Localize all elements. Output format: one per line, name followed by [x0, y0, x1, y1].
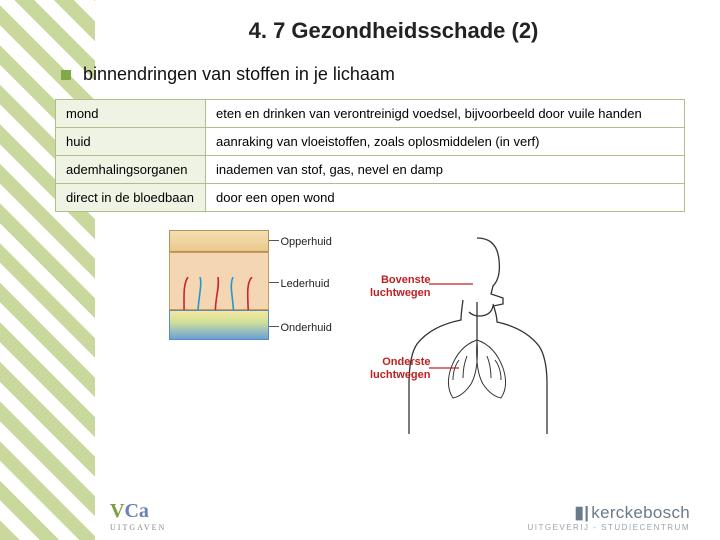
table-row: huidaanraking van vloeistoffen, zoals op… — [56, 128, 685, 156]
table-cell-key: ademhalingsorganen — [56, 156, 206, 184]
skin-label-hypodermis: Onderhuid — [281, 322, 332, 334]
table-row: mondeten en drinken van verontreinigd vo… — [56, 100, 685, 128]
table-row: direct in de bloedbaandoor een open wond — [56, 184, 685, 212]
content-area: 4. 7 Gezondheidsschade (2) binnendringen… — [55, 0, 720, 440]
skin-box: Opperhuid Lederhuid Onderhuid — [169, 230, 319, 350]
skin-label-dermis: Lederhuid — [281, 278, 330, 290]
routes-table-body: mondeten en drinken van verontreinigd vo… — [56, 100, 685, 212]
table-cell-value: aanraking van vloeistoffen, zoals oplosm… — [206, 128, 685, 156]
logo-vca-ca: Ca — [124, 500, 148, 522]
logo-vca-v: V — [110, 500, 124, 522]
table-cell-value: inademen van stof, gas, nevel en damp — [206, 156, 685, 184]
logo-kerckebosch: ▮|kerckebosch UITGEVERIJ - STUDIECENTRUM — [527, 503, 690, 532]
table-cell-key: direct in de bloedbaan — [56, 184, 206, 212]
table-cell-value: door een open wond — [206, 184, 685, 212]
logo-kb-brand: kerckebosch — [591, 503, 690, 522]
logo-vca-sub: UITGAVEN — [110, 523, 166, 532]
logo-kb-sub: UITGEVERIJ - STUDIECENTRUM — [527, 523, 690, 532]
footer: VCa UITGAVEN ▮|kerckebosch UITGEVERIJ - … — [0, 500, 720, 532]
torso-box: Bovenste luchtwegen Onderste luchtwegen — [359, 230, 579, 440]
diagrams-row: Opperhuid Lederhuid Onderhuid — [55, 230, 692, 440]
lead-line — [269, 282, 279, 283]
logo-vca: VCa UITGAVEN — [110, 500, 166, 532]
skin-layer-epidermis — [169, 230, 269, 252]
lead-line — [269, 240, 279, 241]
slide-title: 4. 7 Gezondheidsschade (2) — [95, 18, 692, 44]
table-cell-key: huid — [56, 128, 206, 156]
table-cell-key: mond — [56, 100, 206, 128]
airway-label-lower: Onderste luchtwegen — [353, 356, 431, 381]
skin-layer-hypodermis — [169, 310, 269, 340]
bullet-text: binnendringen van stoffen in je lichaam — [83, 64, 395, 85]
torso-icon — [359, 230, 579, 440]
skin-label-epidermis: Opperhuid — [281, 236, 332, 248]
skin-layer-dermis — [169, 252, 269, 310]
logo-kb-bars-icon: ▮| — [575, 503, 592, 522]
airway-label-upper: Bovenste luchtwegen — [353, 274, 431, 299]
bullet-icon — [61, 70, 71, 80]
skin-diagram: Opperhuid Lederhuid Onderhuid — [169, 230, 319, 440]
lead-line — [269, 326, 279, 327]
table-row: ademhalingsorganeninademen van stof, gas… — [56, 156, 685, 184]
table-cell-value: eten en drinken van verontreinigd voedse… — [206, 100, 685, 128]
bullet-row: binnendringen van stoffen in je lichaam — [61, 64, 692, 85]
airways-diagram: Bovenste luchtwegen Onderste luchtwegen — [359, 230, 579, 440]
slide: 4. 7 Gezondheidsschade (2) binnendringen… — [0, 0, 720, 540]
routes-table: mondeten en drinken van verontreinigd vo… — [55, 99, 685, 212]
